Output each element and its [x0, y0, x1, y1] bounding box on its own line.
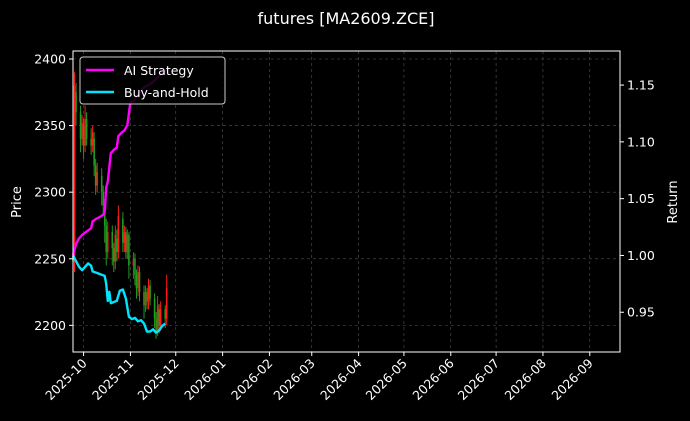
- candle-body: [125, 232, 127, 253]
- candle-body: [79, 112, 82, 139]
- candle-body: [143, 292, 145, 306]
- y-axis-right-title: Return: [666, 180, 681, 223]
- candle-body: [73, 85, 76, 262]
- candle-body: [135, 274, 138, 289]
- candle-body: [153, 298, 156, 319]
- y-left-tick-label: 2400: [34, 51, 66, 66]
- candle-body: [94, 165, 97, 186]
- candle-body: [100, 176, 103, 193]
- candle-body: [128, 234, 130, 266]
- chart-title: futures [MA2609.ZCE]: [258, 9, 435, 28]
- candle-body: [102, 192, 105, 206]
- y-right-tick-label: 0.95: [627, 305, 655, 320]
- candle-body: [75, 92, 77, 113]
- candle-body: [137, 272, 139, 289]
- candle-body: [117, 216, 120, 253]
- candle-body: [112, 248, 115, 262]
- candle-body: [164, 309, 166, 319]
- y-left-tick-label: 2200: [34, 318, 66, 333]
- candle-body: [91, 132, 94, 146]
- candle-body: [123, 232, 126, 243]
- y-right-tick-label: 1.05: [627, 191, 655, 206]
- candle-body: [132, 258, 135, 266]
- candle-body: [85, 118, 88, 139]
- candle-body: [81, 122, 83, 139]
- legend-label-buy-and-hold: Buy-and-Hold: [124, 85, 209, 100]
- candle-body: [122, 218, 124, 243]
- candle-body: [149, 285, 151, 299]
- y-right-tick-label: 1.10: [627, 134, 655, 149]
- candle-body: [103, 205, 106, 226]
- candle-body: [144, 292, 147, 306]
- candle-body: [158, 309, 160, 326]
- candle-body: [146, 292, 148, 302]
- y-left-tick-label: 2300: [34, 185, 66, 200]
- y-right-tick-label: 1.15: [627, 78, 655, 93]
- legend-box: [79, 56, 226, 105]
- candle-body: [106, 232, 109, 253]
- candle-body: [96, 172, 98, 186]
- candle-body: [114, 234, 117, 262]
- candle-body: [155, 318, 157, 333]
- plot-frame: [72, 50, 621, 353]
- candle-body: [84, 118, 86, 146]
- candle-body: [93, 138, 95, 166]
- y-left-tick-label: 2350: [34, 118, 66, 133]
- legend-label-ai-strategy: AI Strategy: [124, 63, 194, 78]
- candle-body: [134, 258, 136, 275]
- candle-body: [165, 288, 168, 319]
- y-left-tick-label: 2250: [34, 251, 66, 266]
- legend: AI Strategy Buy-and-Hold: [79, 56, 226, 105]
- series-line-buy-and-hold: [71, 254, 166, 334]
- candle-body: [105, 225, 108, 253]
- candle-body: [82, 125, 85, 146]
- candle-body: [156, 305, 159, 333]
- y-axis-left-title: Price: [10, 186, 25, 218]
- candle-body: [147, 285, 150, 302]
- candle-body: [126, 234, 129, 253]
- candle-body: [111, 232, 114, 249]
- candle-body: [116, 238, 118, 253]
- candle-body: [90, 138, 92, 146]
- y-right-tick-label: 1.00: [627, 248, 655, 263]
- candle-body: [159, 309, 162, 326]
- candle-body: [138, 272, 141, 293]
